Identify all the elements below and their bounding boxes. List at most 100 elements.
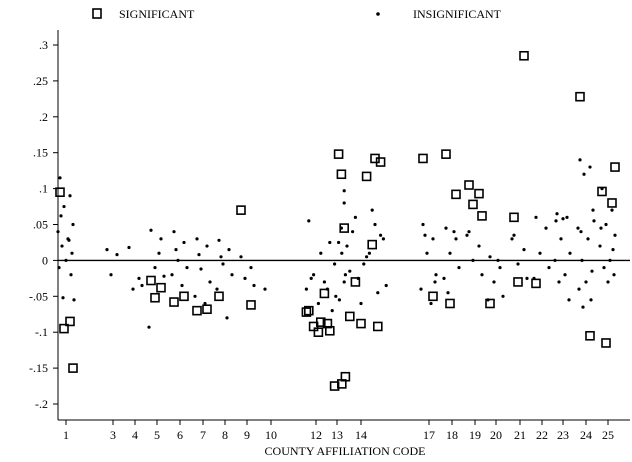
insignificant-point	[239, 255, 242, 258]
insignificant-point	[180, 284, 183, 287]
insignificant-point	[109, 273, 112, 276]
y-tick-label: .3	[39, 38, 48, 52]
insignificant-point	[62, 205, 65, 208]
insignificant-point	[354, 216, 357, 219]
insignificant-point	[611, 248, 614, 251]
insignificant-point	[498, 266, 501, 269]
insignificant-point	[348, 270, 351, 273]
x-tick-label: 10	[265, 428, 277, 442]
insignificant-point	[219, 255, 222, 258]
insignificant-point	[61, 296, 64, 299]
insignificant-point	[559, 237, 562, 240]
insignificant-point	[423, 234, 426, 237]
insignificant-point	[263, 288, 266, 291]
x-tick-label: 8	[222, 428, 228, 442]
insignificant-point	[581, 305, 584, 308]
insignificant-point	[568, 252, 571, 255]
x-tick-label: 20	[490, 428, 502, 442]
insignificant-point	[584, 280, 587, 283]
x-tick-label: 7	[200, 428, 206, 442]
insignificant-point	[557, 280, 560, 283]
legend-insignificant-marker	[376, 12, 380, 16]
insignificant-point	[565, 216, 568, 219]
y-tick-label: 0	[42, 253, 48, 267]
insignificant-point	[343, 189, 346, 192]
insignificant-point	[159, 237, 162, 240]
insignificant-point	[588, 165, 591, 168]
insignificant-point	[553, 259, 556, 262]
insignificant-point	[344, 273, 347, 276]
insignificant-point	[373, 223, 376, 226]
insignificant-point	[57, 266, 60, 269]
y-tick-label: -.1	[35, 325, 48, 339]
insignificant-point	[56, 230, 59, 233]
insignificant-point	[608, 259, 611, 262]
insignificant-point	[58, 176, 61, 179]
insignificant-point	[421, 223, 424, 226]
y-tick-label: -.2	[35, 397, 48, 411]
insignificant-point	[115, 253, 118, 256]
insignificant-point	[555, 212, 558, 215]
insignificant-point	[217, 239, 220, 242]
insignificant-point	[67, 239, 70, 242]
insignificant-point	[365, 255, 368, 258]
insignificant-point	[170, 273, 173, 276]
insignificant-point	[496, 259, 499, 262]
x-tick-label: 4	[132, 428, 138, 442]
x-tick-label: 23	[557, 428, 569, 442]
insignificant-point	[205, 244, 208, 247]
x-axis-title: COUNTY AFFILIATION CODE	[265, 444, 426, 457]
insignificant-point	[547, 266, 550, 269]
insignificant-point	[337, 241, 340, 244]
insignificant-point	[243, 277, 246, 280]
insignificant-point	[522, 248, 525, 251]
x-tick-label: 18	[446, 428, 458, 442]
insignificant-point	[433, 280, 436, 283]
x-tick-label: 25	[602, 428, 614, 442]
legend-significant-label: SIGNIFICANT	[119, 7, 195, 21]
insignificant-point	[71, 223, 74, 226]
insignificant-point	[442, 277, 445, 280]
insignificant-point	[345, 244, 348, 247]
insignificant-point	[599, 226, 602, 229]
insignificant-point	[334, 295, 337, 298]
insignificant-point	[203, 302, 206, 305]
insignificant-point	[351, 230, 354, 233]
insignificant-point	[419, 288, 422, 291]
insignificant-point	[338, 298, 341, 301]
insignificant-point	[69, 273, 72, 276]
insignificant-point	[147, 326, 150, 329]
y-tick-label: .2	[39, 110, 48, 124]
insignificant-point	[554, 219, 557, 222]
insignificant-point	[307, 219, 310, 222]
insignificant-point	[137, 277, 140, 280]
insignificant-point	[457, 266, 460, 269]
insignificant-point	[317, 302, 320, 305]
insignificant-point	[525, 277, 528, 280]
insignificant-point	[64, 259, 67, 262]
insignificant-point	[586, 237, 589, 240]
insignificant-point	[613, 234, 616, 237]
insignificant-point	[598, 244, 601, 247]
insignificant-point	[368, 252, 371, 255]
insignificant-point	[582, 173, 585, 176]
insignificant-point	[131, 288, 134, 291]
insignificant-point	[185, 266, 188, 269]
insignificant-point	[221, 262, 224, 265]
insignificant-point	[444, 226, 447, 229]
x-tick-label: 21	[514, 428, 526, 442]
insignificant-point	[592, 219, 595, 222]
x-tick-label: 22	[536, 428, 548, 442]
x-tick-label: 1	[63, 428, 69, 442]
y-tick-label: .1	[39, 182, 48, 196]
insignificant-point	[60, 244, 63, 247]
x-tick-label: 17	[423, 428, 435, 442]
x-tick-label: 19	[469, 428, 481, 442]
insignificant-point	[252, 284, 255, 287]
y-tick-label: -.05	[29, 289, 48, 303]
insignificant-point	[153, 266, 156, 269]
insignificant-point	[492, 280, 495, 283]
insignificant-point	[230, 273, 233, 276]
